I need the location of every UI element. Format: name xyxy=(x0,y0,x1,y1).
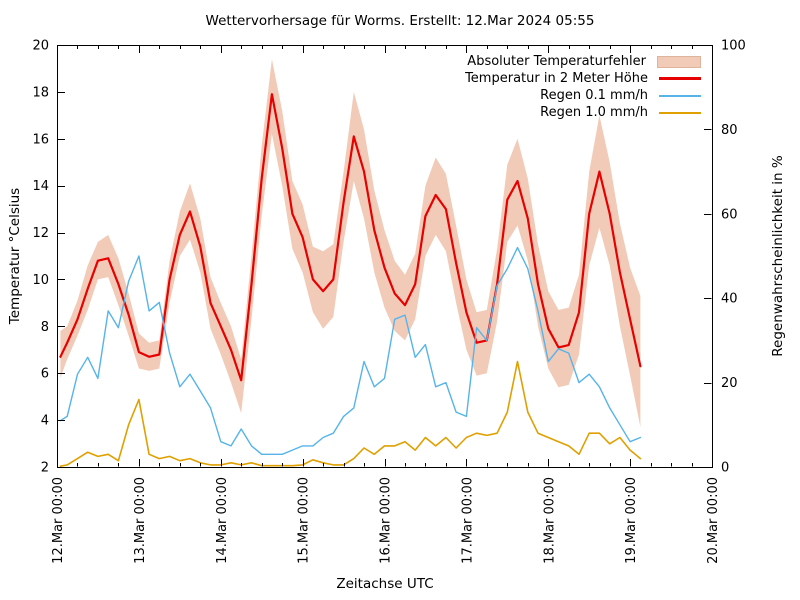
chart-title: Wettervorhersage für Worms. Erstellt: 12… xyxy=(205,13,595,29)
svg-text:20.Mar 00:00: 20.Mar 00:00 xyxy=(706,477,721,564)
legend-item: Regen 0.1 mm/h xyxy=(465,87,701,104)
svg-text:6: 6 xyxy=(41,367,49,382)
legend-swatch-line xyxy=(659,111,701,114)
svg-text:4: 4 xyxy=(41,414,49,429)
svg-text:14: 14 xyxy=(32,179,49,194)
svg-text:19.Mar 00:00: 19.Mar 00:00 xyxy=(624,477,639,564)
svg-text:16.Mar 00:00: 16.Mar 00:00 xyxy=(379,477,394,564)
svg-text:14.Mar 00:00: 14.Mar 00:00 xyxy=(215,477,230,564)
svg-text:2: 2 xyxy=(41,461,49,476)
legend-swatch-line xyxy=(659,77,701,80)
svg-text:80: 80 xyxy=(721,123,738,138)
svg-text:10: 10 xyxy=(32,273,49,288)
legend: Absoluter Temperaturfehler Temperatur in… xyxy=(465,53,701,121)
svg-text:8: 8 xyxy=(41,320,49,335)
svg-text:12.Mar 00:00: 12.Mar 00:00 xyxy=(51,477,66,564)
svg-text:100: 100 xyxy=(721,39,746,54)
svg-text:12: 12 xyxy=(32,226,49,241)
legend-swatch-line xyxy=(659,94,701,97)
svg-text:18.Mar 00:00: 18.Mar 00:00 xyxy=(542,477,557,564)
x-axis-label: Zeitachse UTC xyxy=(336,576,434,592)
legend-item: Temperatur in 2 Meter Höhe xyxy=(465,70,701,87)
svg-text:40: 40 xyxy=(721,292,738,307)
legend-item-label: Regen 1.0 mm/h xyxy=(540,105,648,120)
legend-item-label: Absoluter Temperaturfehler xyxy=(467,54,646,69)
legend-swatch-band xyxy=(657,55,701,68)
legend-item-label: Temperatur in 2 Meter Höhe xyxy=(465,71,648,86)
svg-text:20: 20 xyxy=(721,376,738,391)
svg-text:17.Mar 00:00: 17.Mar 00:00 xyxy=(460,477,475,564)
legend-item: Absoluter Temperaturfehler xyxy=(465,53,701,70)
svg-text:18: 18 xyxy=(32,85,49,100)
svg-text:60: 60 xyxy=(721,207,738,222)
legend-item-label: Regen 0.1 mm/h xyxy=(540,88,648,103)
svg-text:15.Mar 00:00: 15.Mar 00:00 xyxy=(297,477,312,564)
svg-text:20: 20 xyxy=(32,39,49,54)
y-left-axis-label: Temperatur °Celsius xyxy=(7,187,23,325)
svg-text:16: 16 xyxy=(32,132,49,147)
svg-text:0: 0 xyxy=(721,461,729,476)
svg-text:13.Mar 00:00: 13.Mar 00:00 xyxy=(133,477,148,564)
y-right-axis-label: Regenwahrscheinlichkeit in % xyxy=(770,155,786,357)
legend-item: Regen 1.0 mm/h xyxy=(465,104,701,121)
